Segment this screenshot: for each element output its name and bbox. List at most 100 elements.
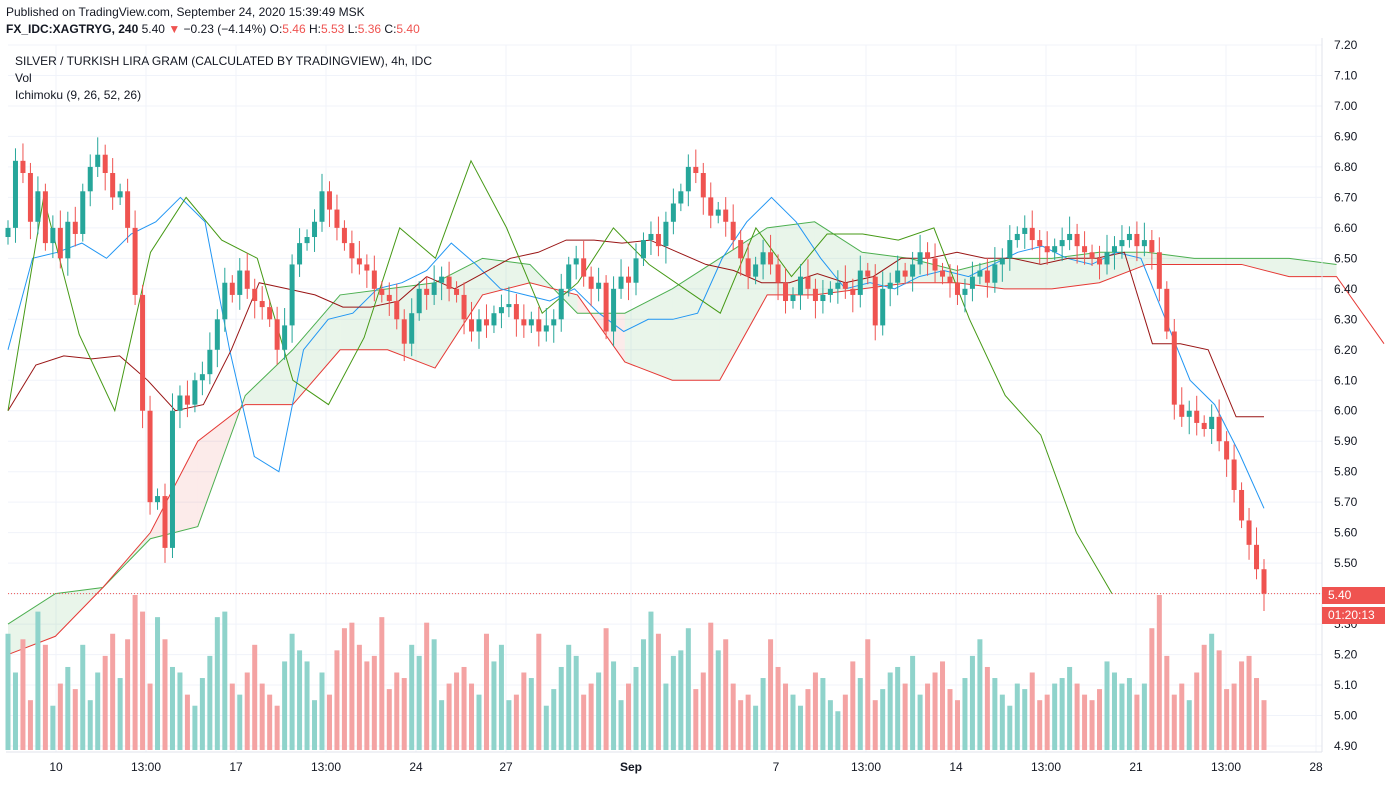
candle-body xyxy=(760,252,766,265)
candle-body xyxy=(379,288,385,295)
leading-span-b xyxy=(7,263,1385,656)
candle-body xyxy=(326,191,332,210)
ichimoku-legend[interactable]: Ichimoku (9, 26, 52, 26) xyxy=(15,88,142,102)
candle-body xyxy=(177,395,183,411)
volume-bar xyxy=(476,694,482,750)
candle-body xyxy=(155,496,161,503)
volume-bar xyxy=(506,700,512,750)
candle-body xyxy=(573,258,579,265)
candle-body xyxy=(588,276,594,289)
cloud-segment xyxy=(292,294,341,405)
candle-body xyxy=(237,270,243,295)
down-arrow-icon: ▼ xyxy=(168,22,181,36)
candle-body xyxy=(1029,227,1035,241)
volume-bar xyxy=(177,672,183,750)
candle-body xyxy=(506,304,512,308)
candle-body xyxy=(80,191,86,234)
volume-bar xyxy=(521,672,527,750)
volume-bar xyxy=(999,694,1005,750)
y-tick-label: 5.60 xyxy=(1334,526,1358,540)
ichimoku-lines xyxy=(7,159,1265,594)
volume-bar xyxy=(1239,661,1245,750)
candle-body xyxy=(12,160,18,228)
candle-body xyxy=(850,288,856,295)
candle-body xyxy=(753,264,759,277)
volume-bar xyxy=(1246,655,1252,750)
candle-body xyxy=(439,276,445,283)
candle-body xyxy=(274,319,280,350)
candle-body xyxy=(1111,246,1117,253)
volume-bar xyxy=(768,639,774,750)
volume-bar xyxy=(820,678,826,750)
volume-bar xyxy=(954,700,960,750)
volume-bar xyxy=(685,628,691,750)
candle-body xyxy=(498,307,504,314)
volume-bar xyxy=(895,666,901,750)
ichimoku-cloud xyxy=(7,221,1385,656)
close-value: 5.40 xyxy=(396,22,420,36)
candle-body xyxy=(1097,258,1103,265)
candle-body xyxy=(596,282,602,289)
candle-body xyxy=(880,288,886,326)
candle-body xyxy=(1216,416,1222,442)
y-tick-label: 5.80 xyxy=(1334,465,1358,479)
volume-bar xyxy=(72,689,78,750)
candle-body xyxy=(1239,489,1245,521)
volume-bar xyxy=(162,639,168,750)
y-tick-label: 7.10 xyxy=(1334,68,1358,82)
volume-bar xyxy=(745,694,751,750)
volume-bar xyxy=(663,683,669,750)
candle-body xyxy=(454,288,460,295)
candle-body xyxy=(184,395,190,405)
candle-body xyxy=(491,313,497,326)
candle-body xyxy=(1149,240,1155,253)
y-tick-label: 6.60 xyxy=(1334,221,1358,235)
volume-bar xyxy=(693,689,699,750)
candle-body xyxy=(984,270,990,283)
volume-bar xyxy=(102,655,108,750)
candle-body xyxy=(87,166,93,192)
volume-bar xyxy=(1179,683,1185,750)
volume-bar xyxy=(596,672,602,750)
volume-bar xyxy=(282,661,288,750)
candle-body xyxy=(708,197,714,216)
volume-bar xyxy=(790,694,796,750)
y-tick-label: 6.30 xyxy=(1334,312,1358,326)
candle-body xyxy=(932,258,938,271)
symbol-name[interactable]: FX_IDC:XAGTRYG, 240 xyxy=(6,22,139,36)
candle-body xyxy=(730,221,736,241)
volume-legend[interactable]: Vol xyxy=(15,71,32,85)
candle-body xyxy=(394,301,400,320)
volume-bar xyxy=(461,666,467,750)
volume-bar xyxy=(880,689,886,750)
volume-bar xyxy=(289,633,295,750)
volume-bar xyxy=(738,700,744,750)
volume-bar xyxy=(20,639,26,750)
volume-bar xyxy=(371,655,377,750)
volume-bar xyxy=(1014,683,1020,750)
series-title[interactable]: SILVER / TURKISH LIRA GRAM (CALCULATED B… xyxy=(15,54,432,68)
candle-body xyxy=(551,319,557,326)
volume-bar xyxy=(835,711,841,750)
volume-bar xyxy=(297,650,303,750)
volume-bar xyxy=(842,694,848,750)
candle-body xyxy=(386,294,392,302)
volume-bar xyxy=(1104,661,1110,750)
volume-bar xyxy=(334,650,340,750)
volume-bar xyxy=(573,655,579,750)
volume-bar xyxy=(259,683,265,750)
candle-body xyxy=(1022,227,1028,234)
candle-body xyxy=(259,301,265,308)
volume-bar xyxy=(1037,700,1043,750)
candle-body xyxy=(790,294,796,302)
candle-body xyxy=(356,258,362,265)
volume-bar xyxy=(229,683,235,750)
candle-body xyxy=(768,252,774,265)
volume-bar xyxy=(65,666,71,750)
volume-bar xyxy=(1141,683,1147,750)
candle-body xyxy=(887,282,893,289)
volume-bar xyxy=(626,683,632,750)
candle-body xyxy=(169,410,175,548)
volume-bar xyxy=(27,700,33,750)
